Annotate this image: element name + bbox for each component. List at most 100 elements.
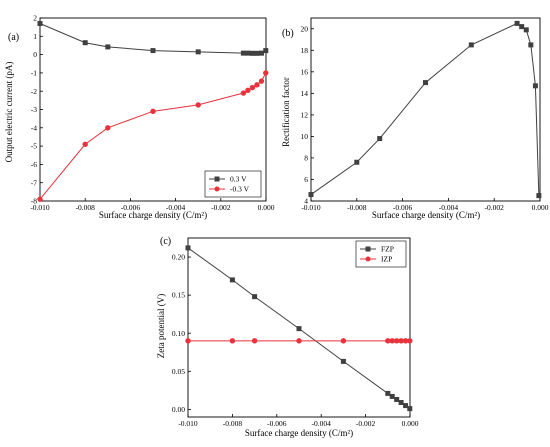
data-point-c — [402, 338, 409, 344]
data-point-c — [394, 396, 400, 402]
data-point-c — [389, 338, 395, 344]
y-tick-label-a: -3 — [31, 105, 37, 114]
y-tick-label-b: 20 — [301, 24, 309, 33]
data-point-c — [393, 338, 400, 344]
y-tick-label-a: -4 — [31, 123, 37, 132]
x-tick-label-b: -0.006 — [393, 203, 413, 212]
x-tick-label-b: 0.000 — [532, 203, 549, 212]
legend-entry-c: FZP — [381, 245, 394, 254]
legend-box-c — [355, 240, 407, 268]
data-point-b — [423, 80, 428, 86]
data-point-b — [532, 83, 538, 89]
x-axis-label-c: Surface charge density (C/m²) — [245, 428, 353, 438]
data-point-a — [150, 108, 156, 115]
data-point-c — [296, 338, 302, 344]
y-tick-label-a: -6 — [31, 160, 37, 169]
data-point-a — [245, 87, 251, 93]
x-tick-label-a: 0.000 — [258, 203, 275, 212]
chart-a-current-vs-charge: (a) Output electric current (pA) Surface… — [4, 14, 275, 220]
x-tick-label-c: -0.002 — [356, 419, 376, 428]
chart-b-rectification-vs-charge: (b) Rectification factor Surface charge … — [281, 17, 549, 220]
data-point-b — [519, 24, 525, 30]
y-tick-label-c: 0.20 — [172, 253, 185, 262]
data-point-c — [407, 406, 413, 412]
y-tick-label-c: 0.05 — [172, 367, 185, 376]
data-point-a — [263, 70, 269, 76]
data-point-b — [523, 27, 529, 33]
y-tick-label-a: -7 — [31, 178, 37, 187]
data-point-c — [252, 294, 258, 300]
data-point-c — [340, 358, 346, 364]
data-point-a — [195, 49, 201, 55]
y-tick-label-c: 0.10 — [172, 329, 185, 338]
data-point-c — [340, 338, 347, 344]
y-tick-label-b: 8 — [304, 154, 308, 163]
data-point-c — [185, 338, 191, 344]
data-point-a — [105, 44, 111, 50]
legend-entry-a: 0.3 V — [230, 175, 247, 184]
data-point-a — [240, 90, 247, 96]
y-tick-label-c: 0.15 — [172, 291, 185, 300]
data-point-a — [245, 50, 251, 56]
data-point-c — [185, 245, 191, 251]
panel-label-b: (b) — [282, 28, 294, 39]
data-point-a — [37, 196, 43, 202]
y-tick-label-b: 18 — [301, 46, 309, 55]
x-tick-label-a: -0.004 — [166, 203, 186, 212]
legend-entry-a: -0.3 V — [230, 185, 250, 194]
legend-swatch-marker-a — [214, 176, 220, 182]
data-point-b — [377, 136, 383, 142]
legend-swatch-marker-a — [214, 186, 220, 192]
y-tick-label-b: 10 — [301, 132, 309, 141]
data-point-c — [398, 400, 404, 406]
data-point-a — [258, 78, 265, 84]
data-point-c — [403, 403, 409, 409]
data-point-a — [254, 50, 260, 56]
data-point-c — [385, 390, 391, 396]
data-point-a — [37, 20, 43, 26]
legend-swatch-marker-c — [365, 256, 371, 262]
x-tick-label-c: 0.000 — [402, 419, 419, 428]
y-axis-label-a: Output electric current (pA) — [4, 62, 14, 163]
y-tick-label-a: -2 — [31, 87, 37, 96]
data-point-b — [514, 20, 520, 26]
y-tick-label-a: -5 — [31, 142, 37, 151]
data-point-a — [249, 84, 256, 91]
x-axis-label-b: Surface charge density (C/m²) — [372, 210, 480, 220]
y-tick-label-b: 14 — [301, 89, 309, 98]
x-tick-label-b: -0.002 — [485, 203, 505, 212]
y-tick-label-b: 12 — [301, 110, 309, 119]
y-tick-label-a: 0 — [33, 50, 37, 59]
data-point-c — [385, 338, 391, 344]
x-tick-label-b: -0.004 — [439, 203, 459, 212]
y-axis-label-b: Rectification factor — [281, 77, 291, 147]
x-tick-label-c: -0.010 — [178, 419, 198, 428]
plot-frame-b — [310, 17, 541, 202]
data-point-b — [354, 159, 360, 165]
x-tick-label-a: -0.008 — [76, 203, 96, 212]
x-tick-label-a: -0.006 — [121, 203, 141, 212]
y-tick-label-b: 6 — [304, 175, 308, 184]
data-point-a — [258, 50, 264, 56]
x-tick-label-b: -0.008 — [347, 203, 367, 212]
data-point-b — [468, 42, 474, 48]
y-tick-label-a: -8 — [31, 197, 37, 206]
y-axis-label-c: Zeta potential (V) — [156, 294, 166, 358]
data-point-b — [536, 193, 542, 199]
x-tick-label-b: -0.010 — [301, 203, 321, 212]
data-point-c — [229, 338, 236, 344]
data-point-a — [150, 48, 156, 54]
legend-box-a — [204, 170, 262, 198]
data-point-c — [389, 393, 395, 399]
data-point-a — [263, 48, 269, 54]
x-tick-label-c: -0.008 — [223, 419, 243, 428]
data-point-a — [249, 50, 255, 56]
plot-frame-c — [187, 237, 411, 418]
data-point-a — [240, 50, 246, 56]
y-tick-label-a: 2 — [33, 14, 37, 23]
data-point-a — [105, 125, 111, 131]
x-axis-label-a: Surface charge density (C/m²) — [99, 210, 207, 220]
data-point-a — [82, 141, 88, 147]
data-point-b — [528, 42, 534, 48]
